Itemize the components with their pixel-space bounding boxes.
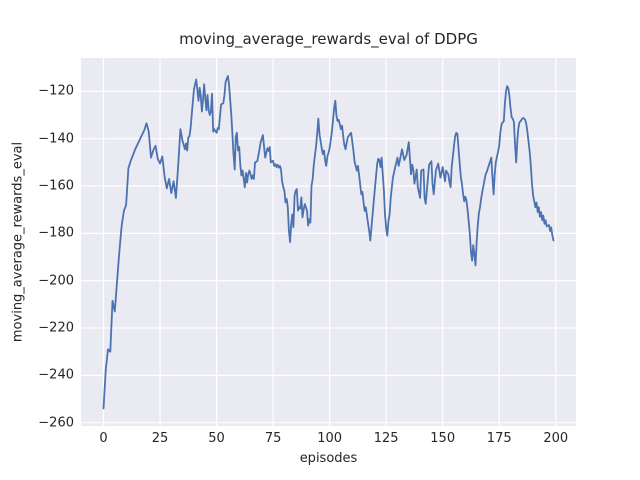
reward-line-series <box>102 75 555 410</box>
y-axis-label: moving_average_rewards_eval <box>10 141 26 343</box>
y-tick-label: −200 <box>38 273 74 289</box>
y-tick-label: −180 <box>38 225 74 241</box>
x-tick-label: 175 <box>486 431 512 446</box>
y-tick-label: −140 <box>38 131 74 147</box>
y-tick-label: −220 <box>38 320 74 336</box>
x-tick-label: 200 <box>543 431 569 446</box>
y-tick-label: −120 <box>38 83 74 99</box>
x-tick-label: 50 <box>208 431 225 446</box>
x-axis-label: episodes <box>299 451 358 466</box>
axes-background <box>81 58 576 426</box>
x-tick-label: 100 <box>317 431 343 446</box>
x-tick-label: 150 <box>430 431 456 446</box>
y-tick-label: −260 <box>38 415 74 431</box>
y-tick-label: −160 <box>38 178 74 194</box>
x-tick-label: 75 <box>264 431 282 446</box>
plot-title: moving_average_rewards_eval of DDPG <box>179 30 478 48</box>
x-tick-label: 125 <box>373 431 399 446</box>
x-tick-label: 0 <box>99 431 108 446</box>
y-tick-label: −240 <box>38 367 74 383</box>
x-tick-label: 25 <box>151 431 169 446</box>
